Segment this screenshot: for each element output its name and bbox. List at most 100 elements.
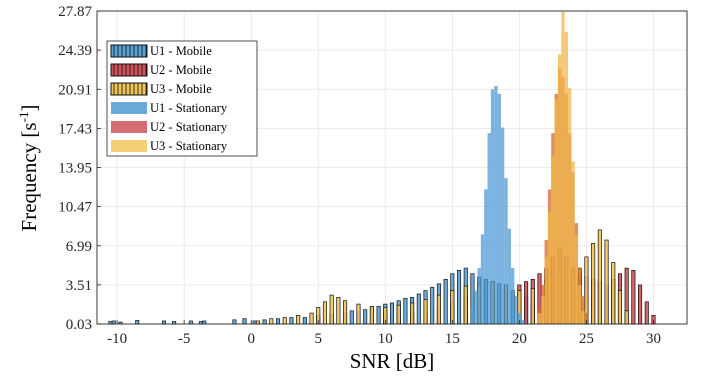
x-tick-label-7: 25 <box>579 331 594 347</box>
bar-0-21 <box>363 309 368 325</box>
bar-2-29 <box>591 243 596 325</box>
bar-2-16 <box>436 294 441 325</box>
bar-2-11 <box>369 305 374 325</box>
x-tick-label-6: 20 <box>512 331 527 347</box>
legend-entry-u1-stationary: U1 - Stationary <box>111 101 228 115</box>
bar-0-6 <box>188 320 193 325</box>
bar-0-13 <box>275 318 281 325</box>
bar-0-31 <box>430 286 435 325</box>
legend-entry-u3-mobile: U3 - Mobile <box>110 82 212 96</box>
tick-labels: -10 -5 0 5 10 15 20 25 30 0.03 3.51 6.99 10.47 13.95 1… <box>58 4 661 347</box>
bar-0-29 <box>416 293 421 325</box>
bar-2-3 <box>296 314 301 325</box>
bar-5-6 <box>557 54 562 324</box>
bar-0-11 <box>252 320 257 325</box>
legend-label-u2-mobile: U2 - Mobile <box>150 63 212 77</box>
bar-2-4 <box>309 312 314 325</box>
bar-3-9 <box>500 127 505 324</box>
bar-3-7 <box>494 85 498 324</box>
bar-5-2 <box>544 256 548 324</box>
y-tick-label-7: 24.39 <box>58 43 92 59</box>
bar-2-23 <box>530 288 535 325</box>
y-tick-label-1: 3.51 <box>66 278 92 294</box>
bar-3-6 <box>490 89 495 324</box>
bar-4-14 <box>584 313 589 324</box>
bar-0-35 <box>457 270 462 325</box>
x-tick-label-8: 30 <box>646 331 661 347</box>
bar-3-12 <box>511 268 515 324</box>
bar-0-1 <box>111 320 116 325</box>
bar-0-33 <box>443 279 448 325</box>
bar-5-10 <box>571 161 575 324</box>
bar-0-4 <box>162 320 167 325</box>
legend-swatch-u3-stationary <box>111 140 147 152</box>
bar-5-5 <box>554 99 558 325</box>
legend-entry-u3-stationary: U3 - Stationary <box>111 139 228 153</box>
bar-3-5 <box>487 133 491 324</box>
x-tick-label-4: 10 <box>378 331 393 347</box>
legend-swatch-u1-stationary <box>111 102 147 114</box>
bar-0-19 <box>349 310 354 325</box>
y-tick-label-0: 0.03 <box>66 317 92 333</box>
legend-swatch-u2-stationary <box>111 121 147 133</box>
bar-3-2 <box>477 268 481 324</box>
y-axis-label-close: ] <box>17 105 41 112</box>
bar-0-9 <box>232 319 237 325</box>
bar-1-29 <box>644 301 649 325</box>
bar-2-0 <box>255 320 260 325</box>
y-tick-label-2: 6.99 <box>66 239 92 255</box>
bar-5-0 <box>537 313 542 324</box>
bar-2-17 <box>450 290 455 325</box>
bar-1-28 <box>638 284 643 325</box>
legend-label-u1-mobile: U1 - Mobile <box>150 44 212 58</box>
y-tick-label-5: 17.43 <box>58 121 92 137</box>
bar-0-27 <box>403 298 408 325</box>
x-tick-label-1: -5 <box>178 331 191 347</box>
y-tick-label-4: 13.95 <box>58 161 92 177</box>
bar-2-31 <box>604 239 609 325</box>
bar-2-34 <box>624 310 629 325</box>
bar-5-3 <box>547 211 552 324</box>
y-axis-label-exponent: -1 <box>16 112 31 123</box>
y-axis-label: Frequency [s-1] <box>16 105 41 232</box>
bar-5-11 <box>574 234 579 324</box>
bar-2-6 <box>322 301 327 325</box>
legend-label-u1-stationary: U1 - Stationary <box>150 101 228 115</box>
bar-5-1 <box>541 296 545 324</box>
bar-0-15 <box>302 317 307 325</box>
legend-box <box>106 40 258 157</box>
bar-5-4 <box>551 155 555 324</box>
legend-swatch-u3-mobile <box>110 82 148 96</box>
bar-3-8 <box>497 93 501 324</box>
legend-entry-u2-mobile: U2 - Mobile <box>110 63 212 77</box>
bar-5-7 <box>561 11 565 325</box>
bar-5-9 <box>567 88 572 324</box>
bar-2-10 <box>356 303 361 325</box>
bar-0-23 <box>376 305 381 325</box>
bar-3-14 <box>517 313 522 324</box>
legend-entry-u2-stationary: U2 - Stationary <box>111 120 228 134</box>
bar-0-8 <box>202 320 207 325</box>
legend-label-u3-mobile: U3 - Mobile <box>150 82 212 96</box>
x-tick-label-5: 15 <box>445 331 460 347</box>
bar-0-3 <box>135 320 140 325</box>
x-tick-label-3: 5 <box>315 331 323 347</box>
bar-2-9 <box>343 300 348 325</box>
y-axis-label-main: Frequency [s <box>17 122 41 231</box>
bar-3-15 <box>521 319 525 324</box>
series-u3-stationary <box>537 11 585 325</box>
bar-0-14 <box>289 317 294 325</box>
y-tick-label-6: 20.91 <box>58 82 92 98</box>
legend-entry-u1-mobile: U1 - Mobile <box>110 44 212 58</box>
bar-5-13 <box>581 310 585 324</box>
bar-2-8 <box>336 297 341 325</box>
bar-3-10 <box>504 178 508 324</box>
bar-2-33 <box>617 290 622 325</box>
bar-1-27 <box>631 270 636 325</box>
bar-3-13 <box>514 296 518 324</box>
series-u1-stationary <box>470 85 525 324</box>
bar-2-1 <box>269 318 274 325</box>
bar-3-3 <box>480 234 485 324</box>
legend-label-u3-stationary: U3 - Stationary <box>150 139 228 153</box>
